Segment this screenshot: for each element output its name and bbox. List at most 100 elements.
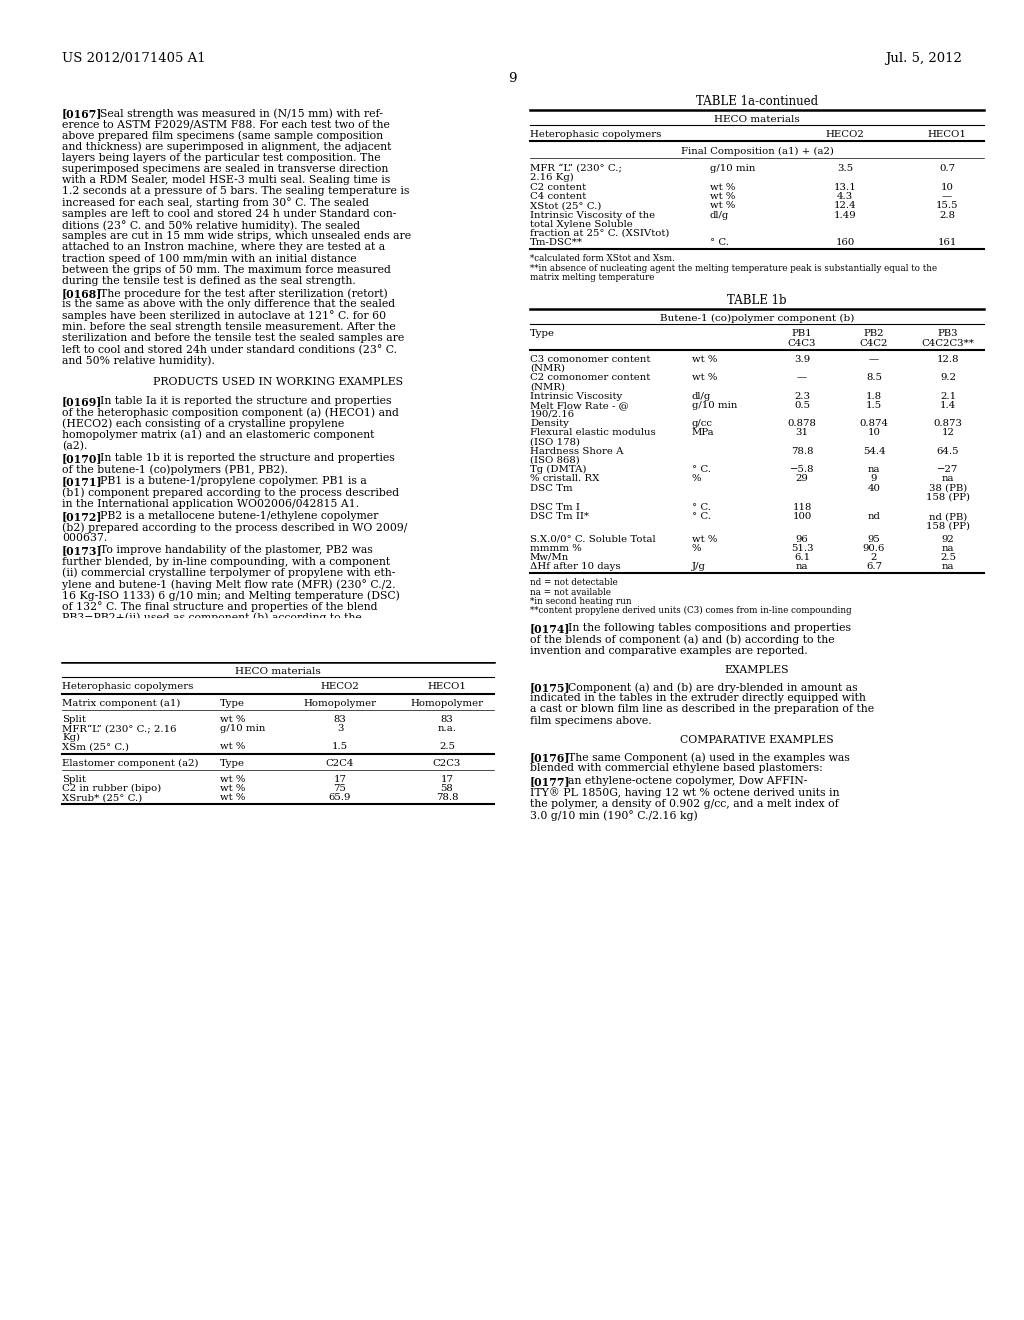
Text: XSrub* (25° C.): XSrub* (25° C.) xyxy=(62,793,142,803)
Text: [0167]: [0167] xyxy=(62,108,102,119)
Text: C4C3: C4C3 xyxy=(787,339,816,347)
Text: EXAMPLES: EXAMPLES xyxy=(725,665,790,675)
Text: (b1) component prepared according to the process described: (b1) component prepared according to the… xyxy=(62,487,399,498)
Text: wt %: wt % xyxy=(692,374,718,383)
Text: total Xylene Soluble: total Xylene Soluble xyxy=(530,220,633,228)
Text: of the butene-1 (co)polymers (PB1, PB2).: of the butene-1 (co)polymers (PB1, PB2). xyxy=(62,465,288,475)
Text: Intrinsic Viscosity: Intrinsic Viscosity xyxy=(530,392,623,400)
Text: 78.8: 78.8 xyxy=(791,446,813,455)
Text: %: % xyxy=(692,474,701,483)
Text: wt %: wt % xyxy=(220,775,246,784)
Text: C2 content: C2 content xyxy=(530,183,586,191)
Text: g/10 min: g/10 min xyxy=(710,164,756,173)
Text: present invention is also reported in table 1b.: present invention is also reported in ta… xyxy=(62,624,313,634)
Text: **in absence of nucleating agent the melting temperature peak is substantially e: **in absence of nucleating agent the mel… xyxy=(530,264,937,273)
Text: 2.16 Kg): 2.16 Kg) xyxy=(530,173,573,182)
Text: wt %: wt % xyxy=(710,193,735,201)
Text: Mw/Mn: Mw/Mn xyxy=(530,553,569,562)
Text: COMPARATIVE EXAMPLES: COMPARATIVE EXAMPLES xyxy=(680,735,834,744)
Text: HECO2: HECO2 xyxy=(825,131,864,139)
Text: ITY® PL 1850G, having 12 wt % octene derived units in: ITY® PL 1850G, having 12 wt % octene der… xyxy=(530,788,840,799)
Text: 158 (PP): 158 (PP) xyxy=(926,521,970,531)
Text: 17: 17 xyxy=(334,775,346,784)
Text: *calculated form XStot and Xsm.: *calculated form XStot and Xsm. xyxy=(530,255,675,264)
Text: 12: 12 xyxy=(941,429,954,437)
Text: sterilization and before the tensile test the sealed samples are: sterilization and before the tensile tes… xyxy=(62,333,404,343)
Text: TABLE 1b: TABLE 1b xyxy=(727,294,786,308)
Text: To improve handability of the plastomer, PB2 was: To improve handability of the plastomer,… xyxy=(86,545,373,556)
Text: 2.1: 2.1 xyxy=(940,392,956,400)
Text: 78.8: 78.8 xyxy=(436,793,459,803)
Text: Tm-DSC**: Tm-DSC** xyxy=(530,238,583,247)
Text: g/10 min: g/10 min xyxy=(220,723,265,733)
Text: HECO1: HECO1 xyxy=(428,682,467,692)
Text: 13.1: 13.1 xyxy=(834,183,856,191)
Text: film specimens above.: film specimens above. xyxy=(530,715,651,726)
Text: wt %: wt % xyxy=(710,202,735,210)
Text: 1.4: 1.4 xyxy=(940,401,956,409)
Text: [0170]: [0170] xyxy=(62,453,102,463)
Text: S.X.0/0° C. Soluble Total: S.X.0/0° C. Soluble Total xyxy=(530,535,655,544)
Text: with a RDM Sealer, model HSE-3 multi seal. Sealing time is: with a RDM Sealer, model HSE-3 multi sea… xyxy=(62,176,390,185)
Bar xyxy=(60,618,502,661)
Text: 83: 83 xyxy=(334,715,346,723)
Text: in the International application WO02006/042815 A1.: in the International application WO02006… xyxy=(62,499,359,508)
Text: 100: 100 xyxy=(793,512,812,521)
Text: C2 in rubber (bipo): C2 in rubber (bipo) xyxy=(62,784,161,793)
Text: PRODUCTS USED IN WORKING EXAMPLES: PRODUCTS USED IN WORKING EXAMPLES xyxy=(153,376,403,387)
Text: PB1 is a butene-1/propylene copolymer. PB1 is a: PB1 is a butene-1/propylene copolymer. P… xyxy=(86,477,367,486)
Text: —: — xyxy=(942,193,952,201)
Text: nd: nd xyxy=(867,512,881,521)
Text: wt %: wt % xyxy=(692,535,718,544)
Text: na = not available: na = not available xyxy=(530,587,611,597)
Text: 64.5: 64.5 xyxy=(937,446,959,455)
Text: 15.5: 15.5 xyxy=(936,202,958,210)
Text: wt %: wt % xyxy=(220,793,246,803)
Text: nd (PB): nd (PB) xyxy=(929,512,967,521)
Text: 160: 160 xyxy=(836,238,855,247)
Text: [0171]: [0171] xyxy=(62,477,102,487)
Text: C4C2C3**: C4C2C3** xyxy=(922,339,975,347)
Text: 1.8: 1.8 xyxy=(866,392,882,400)
Text: 54.4: 54.4 xyxy=(862,446,886,455)
Text: g/10 min: g/10 min xyxy=(692,401,737,409)
Text: 6.1: 6.1 xyxy=(794,553,810,562)
Text: In table Ia it is reported the structure and properties: In table Ia it is reported the structure… xyxy=(86,396,392,405)
Text: 10: 10 xyxy=(941,183,953,191)
Text: C2C4: C2C4 xyxy=(326,759,354,768)
Text: 8.5: 8.5 xyxy=(866,374,882,383)
Text: 158 (PP): 158 (PP) xyxy=(926,492,970,502)
Text: Hardness Shore A: Hardness Shore A xyxy=(530,446,624,455)
Text: wt %: wt % xyxy=(692,355,718,364)
Text: The same Component (a) used in the examples was: The same Component (a) used in the examp… xyxy=(554,752,850,763)
Text: Matrix component (a1): Matrix component (a1) xyxy=(62,698,180,708)
Text: 0.7: 0.7 xyxy=(939,164,955,173)
Text: 90.6: 90.6 xyxy=(863,544,885,553)
Text: traction speed of 100 mm/min with an initial distance: traction speed of 100 mm/min with an ini… xyxy=(62,253,356,264)
Text: Tg (DMTA): Tg (DMTA) xyxy=(530,465,587,474)
Text: erence to ASTM F2029/ASTM F88. For each test two of the: erence to ASTM F2029/ASTM F88. For each … xyxy=(62,119,390,129)
Text: 1.49: 1.49 xyxy=(834,211,856,219)
Text: 38 (PB): 38 (PB) xyxy=(929,483,967,492)
Text: C2C3: C2C3 xyxy=(433,759,461,768)
Text: 75: 75 xyxy=(334,784,346,793)
Text: 12.4: 12.4 xyxy=(834,202,856,210)
Text: 10: 10 xyxy=(867,429,881,437)
Text: PB3: PB3 xyxy=(938,330,958,338)
Text: *in second heating run: *in second heating run xyxy=(530,597,632,606)
Text: 2.8: 2.8 xyxy=(939,211,955,219)
Text: samples are left to cool and stored 24 h under Standard con-: samples are left to cool and stored 24 h… xyxy=(62,209,396,219)
Text: Density: Density xyxy=(530,420,569,428)
Text: C4C2: C4C2 xyxy=(860,339,888,347)
Text: between the grips of 50 mm. The maximum force measured: between the grips of 50 mm. The maximum … xyxy=(62,265,391,275)
Text: left to cool and stored 24h under standard conditions (23° C.: left to cool and stored 24h under standa… xyxy=(62,345,397,355)
Text: dl/g: dl/g xyxy=(710,211,729,219)
Text: C2 comonomer content: C2 comonomer content xyxy=(530,374,650,383)
Text: PB2: PB2 xyxy=(864,330,885,338)
Text: XStot (25° C.): XStot (25° C.) xyxy=(530,202,601,210)
Text: —: — xyxy=(797,374,807,383)
Text: na: na xyxy=(942,474,954,483)
Text: mmmm %: mmmm % xyxy=(530,544,582,553)
Text: 12.8: 12.8 xyxy=(937,355,959,364)
Text: samples have been sterilized in autoclave at 121° C. for 60: samples have been sterilized in autoclav… xyxy=(62,310,386,322)
